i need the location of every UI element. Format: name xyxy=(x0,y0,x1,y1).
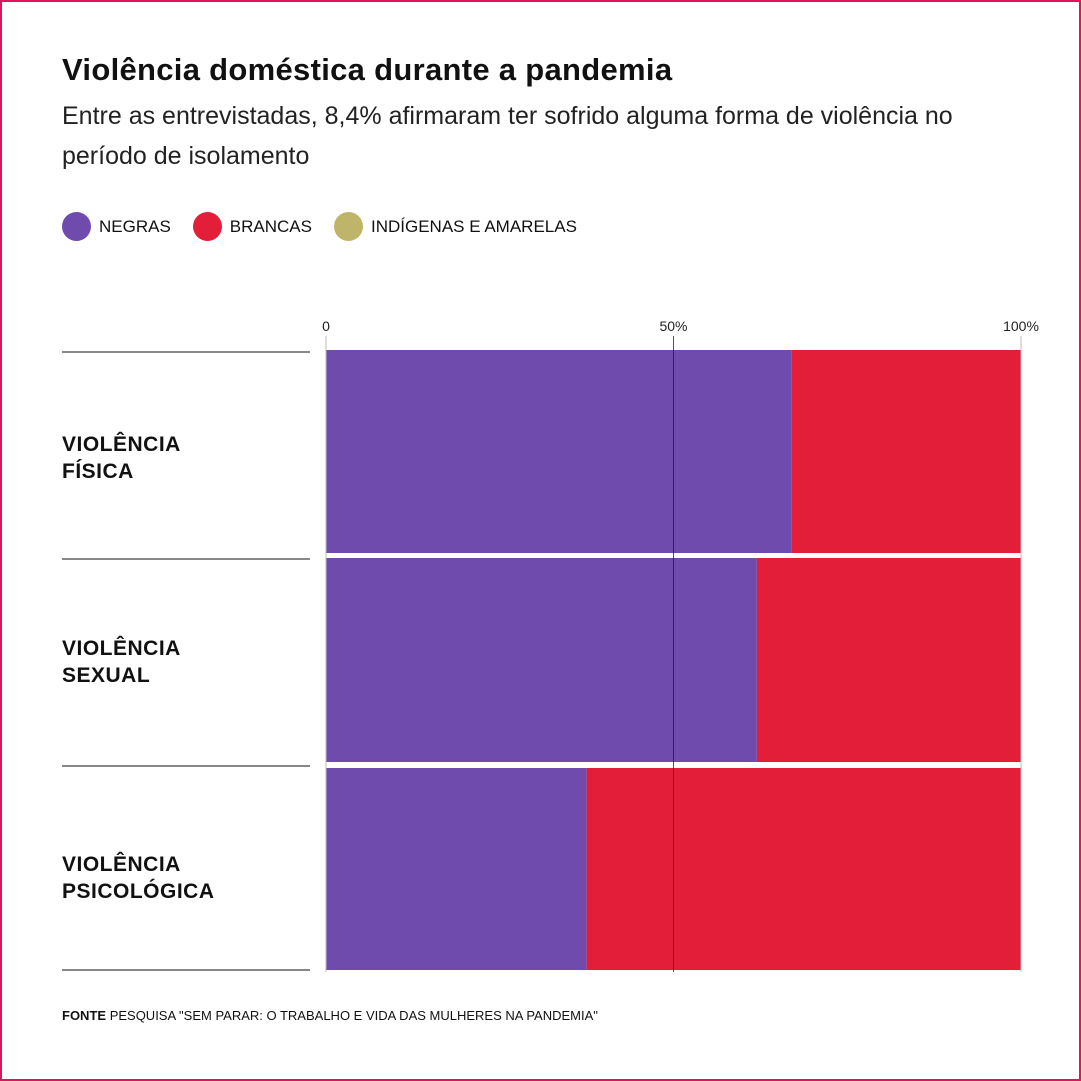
x-tick-label: 50% xyxy=(659,318,687,334)
category-label-fisica: VIOLÊNCIA FÍSICA xyxy=(62,431,181,485)
bar-brancas xyxy=(586,768,1021,970)
legend-label: BRANCAS xyxy=(229,216,312,236)
chart-subtitle: Entre as entrevistadas, 8,4% afirmaram t… xyxy=(62,102,953,170)
category-label-line: VIOLÊNCIA xyxy=(62,637,181,660)
legend: NEGRAS BRANCAS INDÍGENAS E AMARELAS xyxy=(62,212,599,241)
category-label-line: FÍSICA xyxy=(62,460,134,483)
category-label-line: SEXUAL xyxy=(62,664,151,687)
category-label-line: PSICOLÓGICA xyxy=(62,880,215,903)
bar-brancas xyxy=(756,558,1021,762)
source-note: FONTE PESQUISA "SEM PARAR: O TRABALHO E … xyxy=(62,1008,598,1023)
legend-swatch-brancas xyxy=(192,212,222,241)
category-label-line: VIOLÊNCIA xyxy=(62,853,181,876)
legend-label: INDÍGENAS E AMARELAS xyxy=(370,216,577,236)
source-text: PESQUISA "SEM PARAR: O TRABALHO E VIDA D… xyxy=(109,1008,598,1023)
category-label-psicologica: VIOLÊNCIA PSICOLÓGICA xyxy=(62,851,215,905)
bar-negras xyxy=(326,350,792,553)
legend-item-brancas: BRANCAS xyxy=(192,212,312,241)
x-tick-label: 100% xyxy=(1003,318,1039,334)
chart-title: Violência doméstica durante a pandemia xyxy=(62,52,673,87)
bar-brancas xyxy=(791,350,1021,553)
legend-swatch-negras xyxy=(62,212,91,241)
legend-swatch-indigenas-amarelas xyxy=(333,212,363,241)
legend-item-negras: NEGRAS xyxy=(62,212,171,241)
category-label-line: VIOLÊNCIA xyxy=(62,433,181,456)
legend-item-indigenas-amarelas: INDÍGENAS E AMARELAS xyxy=(333,212,577,241)
bar-negras xyxy=(326,558,757,762)
source-label: FONTE xyxy=(62,1008,107,1023)
x-tick-label: 0 xyxy=(322,318,330,334)
bar-negras xyxy=(326,768,587,970)
category-label-sexual: VIOLÊNCIA SEXUAL xyxy=(62,635,181,689)
legend-label: NEGRAS xyxy=(99,216,171,236)
